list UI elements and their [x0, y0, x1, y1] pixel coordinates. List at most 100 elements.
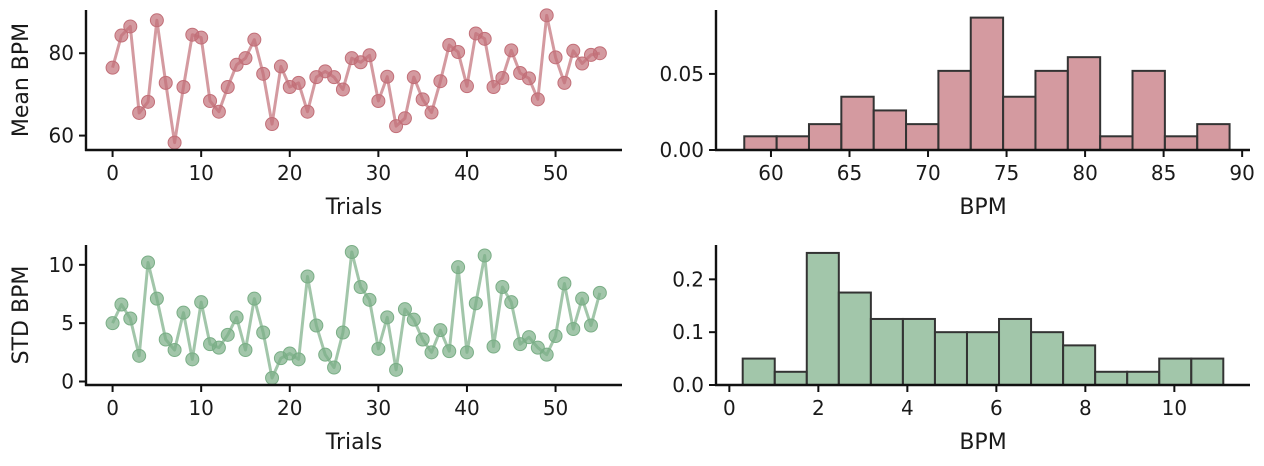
y-tick-label: 80: [49, 41, 74, 65]
y-tick-label: 0.0: [672, 373, 704, 397]
data-point: [220, 80, 235, 94]
data-point: [327, 70, 342, 85]
histogram-bar: [1034, 69, 1069, 151]
data-point: [557, 75, 572, 90]
x-tick-label: 75: [994, 161, 1019, 185]
x-tick-label: 10: [188, 396, 213, 420]
x-axis-label: Trials: [325, 195, 382, 220]
y-tick-label: 0.1: [672, 320, 704, 344]
histogram-bar: [933, 331, 968, 386]
data-point: [548, 50, 563, 65]
data-point: [442, 344, 457, 359]
histogram-bar: [998, 317, 1033, 386]
data-point: [557, 276, 572, 291]
data-point: [185, 352, 200, 367]
histogram-bar: [1062, 344, 1097, 386]
data-point: [265, 371, 280, 385]
data-point: [495, 280, 510, 294]
x-tick-label: 60: [758, 161, 783, 185]
x-tick-label: 20: [277, 396, 302, 420]
data-point: [309, 318, 324, 333]
x-tick-label: 50: [543, 396, 568, 420]
data-point: [344, 245, 359, 259]
data-point: [371, 94, 386, 108]
x-tick-label: 2: [812, 396, 825, 420]
data-point: [194, 30, 209, 45]
mean-bpm-histogram-panel: 60 65 70 75 80 85 90 0.00 0.05 BPM: [659, 10, 1255, 220]
x-tick-label: 30: [366, 161, 391, 185]
x-tick-label: 6: [990, 396, 1003, 420]
y-tick-label: 0: [61, 370, 74, 394]
data-point: [132, 348, 147, 363]
data-point: [371, 341, 386, 356]
data-point: [247, 32, 262, 47]
histogram-bar: [773, 370, 808, 386]
data-point: [291, 75, 306, 90]
data-point: [256, 325, 271, 340]
x-tick-label: 0: [723, 396, 736, 420]
data-point: [389, 119, 404, 134]
data-point: [194, 295, 209, 310]
histogram-bar: [965, 331, 1001, 386]
mean-bpm-line-panel: 0 10 20 30 40 50 60 80 Trials Mean BPM: [9, 8, 622, 220]
data-point: [149, 291, 164, 306]
data-point: [397, 302, 412, 317]
data-point: [158, 75, 173, 90]
histogram-bar: [1190, 357, 1225, 386]
histogram-bar: [840, 95, 875, 151]
data-point: [256, 66, 271, 81]
data-point: [459, 345, 474, 360]
data-point: [353, 280, 368, 294]
x-axis-label: BPM: [959, 195, 1006, 220]
histogram-bar: [872, 109, 908, 151]
histogram-bar: [1131, 69, 1166, 151]
histogram-bar: [1094, 370, 1129, 386]
data-point: [300, 269, 315, 284]
data-point: [424, 105, 439, 120]
data-point: [389, 362, 404, 377]
data-point: [176, 80, 191, 94]
data-point: [433, 74, 448, 89]
data-point: [415, 332, 430, 347]
data-point: [327, 360, 342, 375]
histogram-bar: [869, 317, 904, 386]
data-point: [468, 296, 483, 311]
x-tick-label: 8: [1079, 396, 1092, 420]
data-point: [158, 332, 173, 347]
y-tick-label: 5: [61, 311, 74, 335]
data-point: [335, 325, 350, 340]
x-tick-label: 70: [915, 161, 940, 185]
data-point: [114, 297, 129, 312]
data-point: [575, 56, 590, 71]
data-point: [238, 51, 253, 66]
data-point: [141, 94, 156, 109]
data-point: [566, 43, 581, 58]
data-point: [406, 312, 421, 327]
data-point: [424, 345, 439, 360]
x-tick-label: 20: [277, 161, 302, 185]
data-point: [123, 19, 138, 34]
data-point: [451, 45, 466, 59]
x-tick-label: 50: [543, 161, 568, 185]
data-point: [433, 323, 448, 338]
data-point: [504, 295, 519, 310]
std-bpm-histogram-panel: 0 2 4 6 8 10 0.0 0.1 0.2 BPM: [672, 245, 1250, 455]
y-axis-label: Mean BPM: [9, 23, 34, 137]
data-point: [477, 31, 492, 46]
x-tick-label: 10: [1162, 396, 1187, 420]
data-point: [132, 105, 147, 120]
data-point: [149, 13, 164, 28]
x-tick-label: 0: [106, 161, 119, 185]
data-point: [592, 285, 607, 300]
y-tick-label: 10: [49, 253, 74, 277]
data-point: [415, 92, 430, 107]
data-point: [105, 60, 120, 75]
histogram-bar: [807, 123, 843, 151]
x-axis-label: Trials: [325, 430, 382, 455]
data-point: [583, 318, 598, 333]
data-point: [123, 311, 138, 326]
data-point: [211, 340, 226, 355]
data-point: [451, 260, 466, 275]
data-point: [362, 48, 377, 63]
data-point: [548, 329, 563, 343]
